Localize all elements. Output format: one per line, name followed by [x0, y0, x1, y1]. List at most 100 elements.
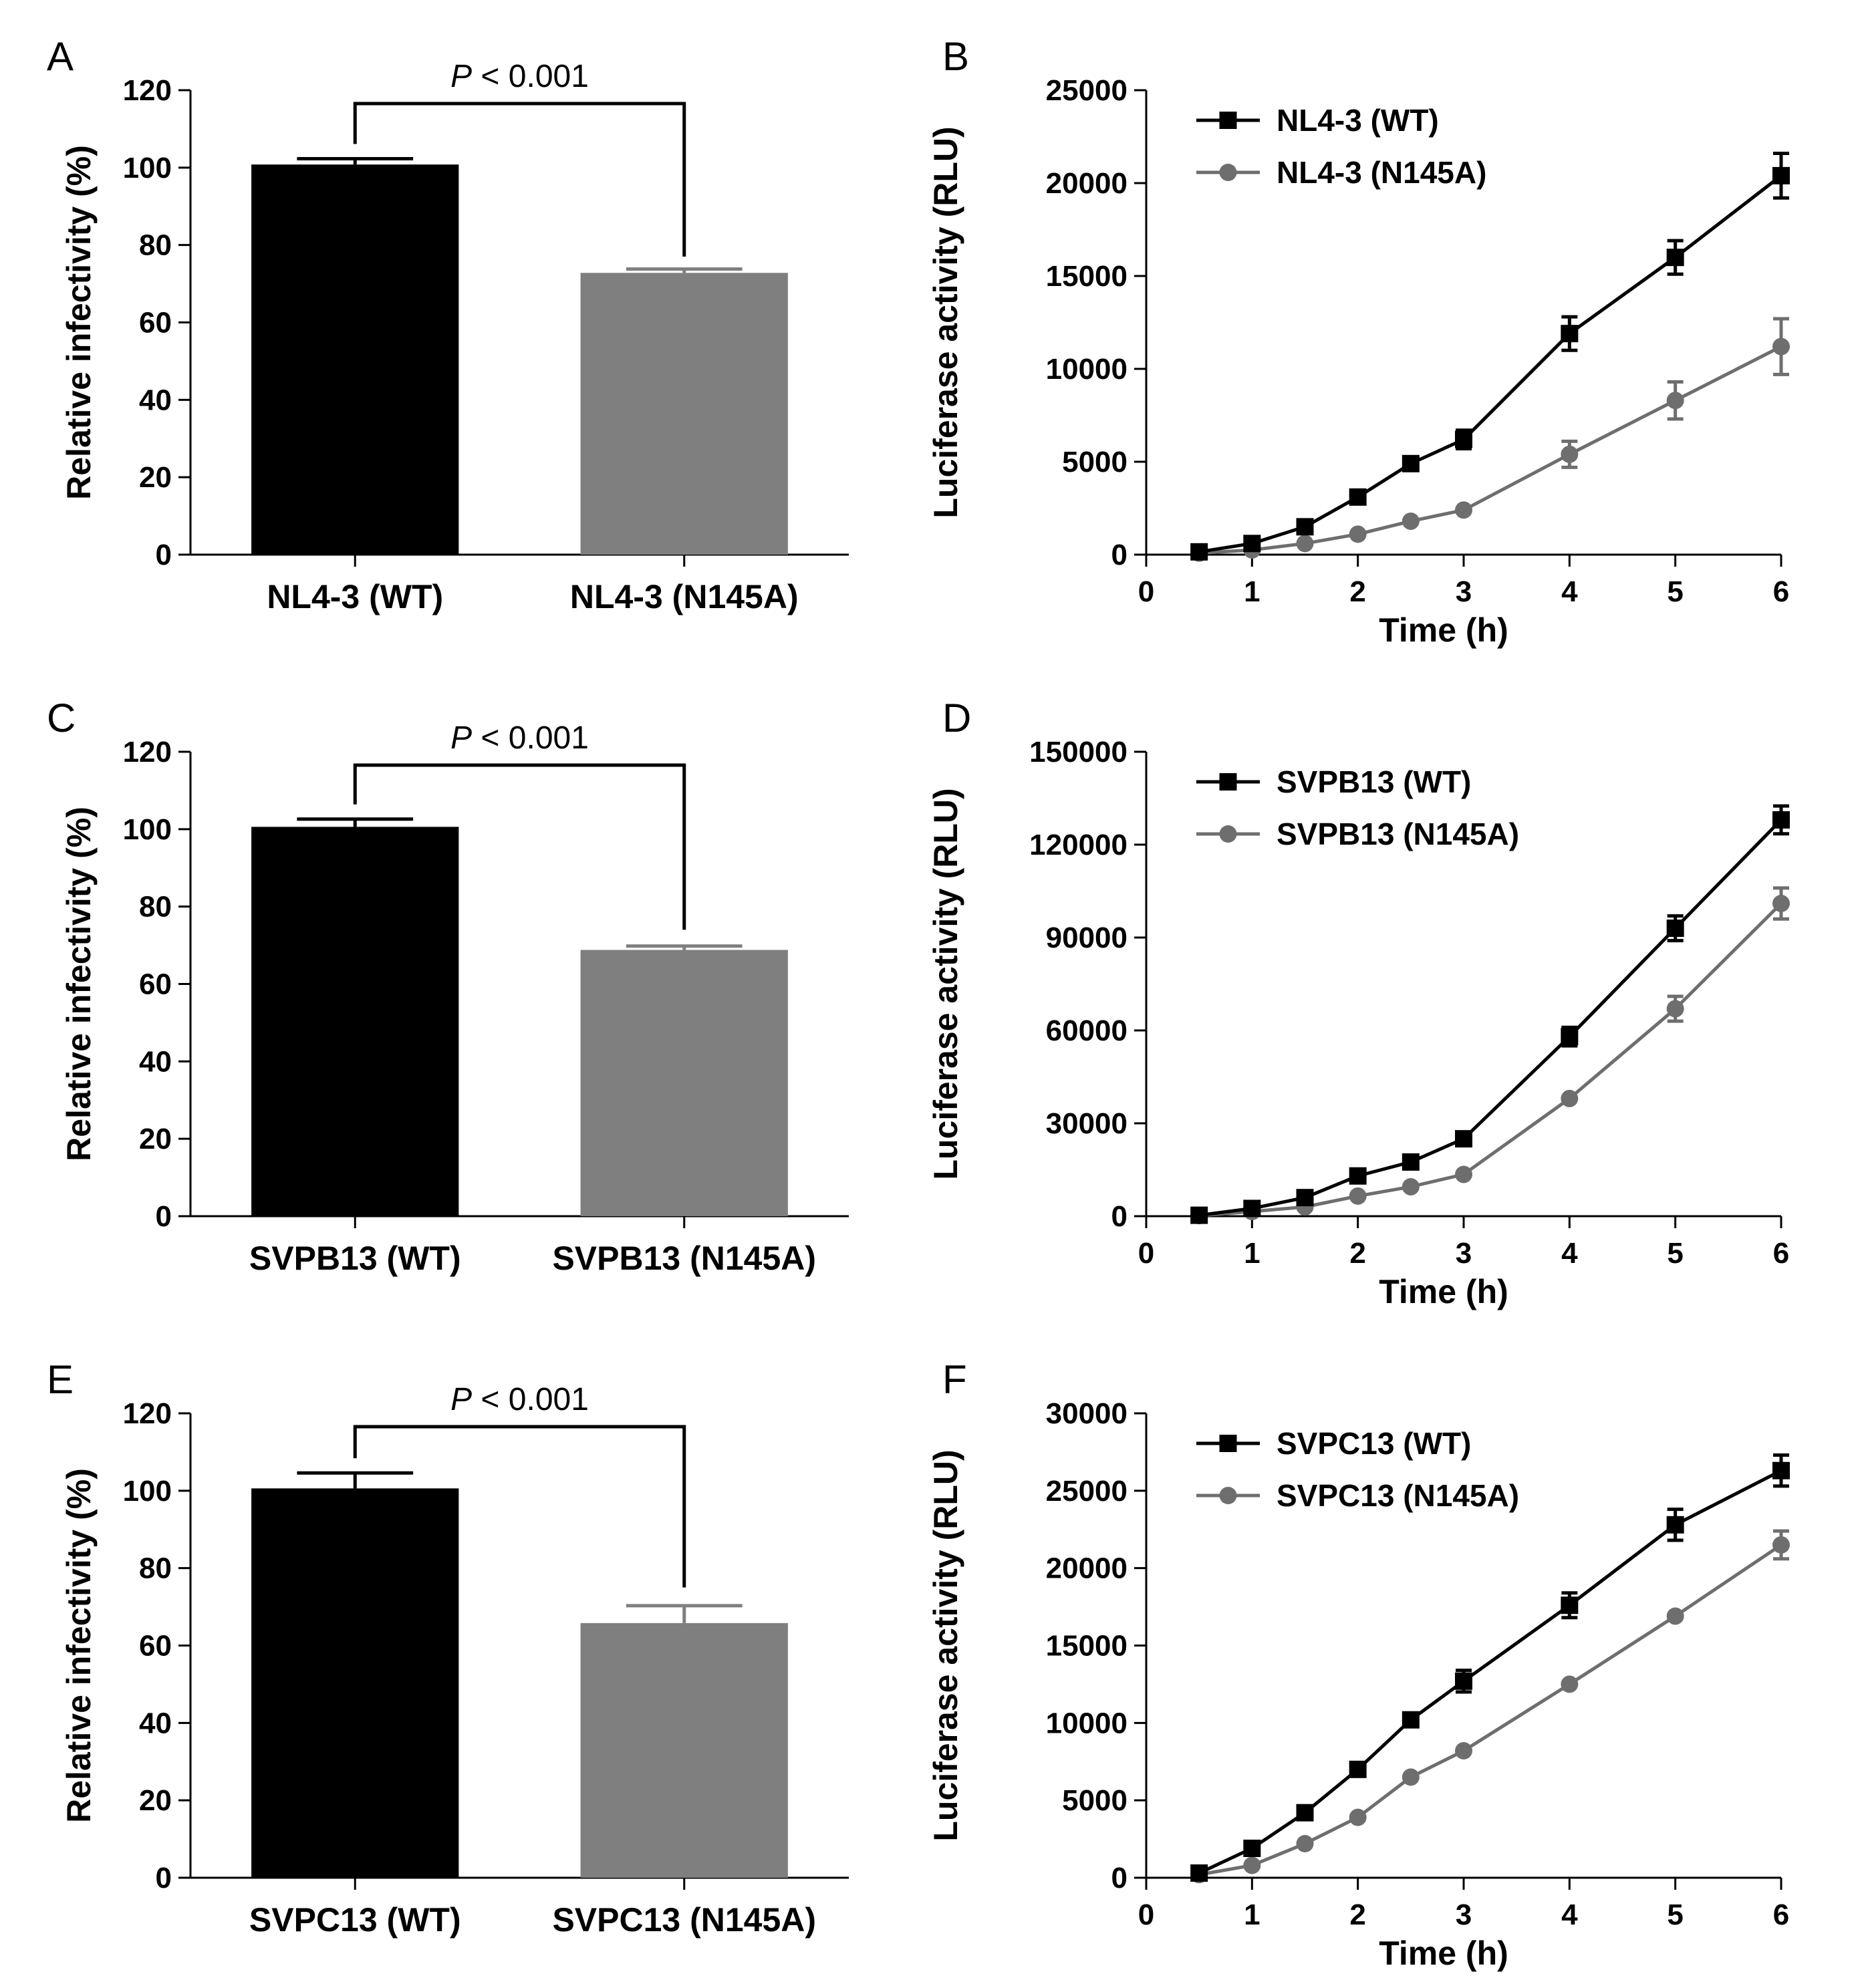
x-tick-label: 1	[1244, 1237, 1260, 1270]
y-tick-label: 30000	[1046, 1107, 1127, 1140]
legend-marker-circle	[1219, 1487, 1237, 1504]
panel-a-bar-chart: A 0 20 40 60 80 100 120 Relative infectivity (%)…	[47, 34, 849, 615]
x-tick-label: 4	[1561, 1237, 1578, 1270]
x-category-label: SVPC13 (WT)	[249, 1901, 461, 1939]
data-point-square	[1666, 919, 1684, 938]
data-point-square	[1561, 325, 1579, 343]
data-point-square	[1296, 1804, 1314, 1822]
panel-e-bar-chart: E 0 20 40 60 80 100 120 Relative infectivity (%)…	[47, 1357, 849, 1939]
x-axis-title: Time (h)	[1379, 1935, 1508, 1972]
y-tick-label: 40	[139, 1707, 172, 1739]
p-value-text: < 0.001	[472, 1382, 589, 1417]
panel-letter: B	[942, 34, 969, 79]
data-point-square	[1296, 518, 1314, 536]
series-line-nl4-3-n145a	[1199, 345, 1782, 555]
data-point-square	[1666, 1516, 1684, 1534]
y-tick-label: 10000	[1046, 1707, 1127, 1739]
data-point-square	[1561, 1596, 1579, 1614]
data-point-square	[1402, 454, 1420, 472]
x-tick-label: 3	[1456, 1237, 1472, 1270]
data-point-square	[1772, 811, 1790, 829]
data-point-circle	[1772, 1536, 1790, 1554]
y-tick-label: 25000	[1046, 74, 1127, 107]
legend-marker-circle	[1219, 164, 1237, 181]
y-tick-label: 90000	[1046, 921, 1127, 954]
x-tick-label: 0	[1138, 1898, 1154, 1931]
y-tick-label: 20000	[1046, 167, 1127, 200]
bar-svpb13-wt	[251, 827, 459, 1216]
x-tick-label: 0	[1138, 1237, 1154, 1270]
data-point-circle	[1349, 1808, 1367, 1826]
bar-svpb13-n145a	[580, 950, 788, 1216]
data-point-square	[1455, 430, 1472, 448]
panel-d-line-chart: D 0 30000 60000 90000 120000 150000 Luciferase …	[929, 696, 1790, 1310]
y-tick-label: 80	[139, 1552, 172, 1585]
y-axis-title: Luciferase activity (RLU)	[929, 788, 964, 1179]
legend-label: SVPB13 (N145A)	[1277, 817, 1519, 851]
panel-letter: A	[47, 34, 74, 79]
data-point-circle	[1561, 1675, 1579, 1693]
data-point-square	[1349, 1760, 1367, 1778]
legend-marker-square	[1219, 773, 1237, 791]
x-tick-label: 5	[1667, 575, 1683, 608]
y-tick-label: 150000	[1029, 736, 1127, 768]
significance-bracket	[353, 102, 686, 257]
data-point-circle	[1296, 1835, 1314, 1853]
y-tick-label: 5000	[1062, 446, 1127, 478]
legend-label: SVPB13 (WT)	[1277, 764, 1471, 799]
y-tick-label: 10000	[1046, 353, 1127, 386]
x-tick-label: 3	[1456, 575, 1472, 608]
data-point-square	[1402, 1153, 1420, 1171]
y-tick-label: 60	[139, 1630, 172, 1663]
bar-svpc13-wt	[251, 1488, 459, 1878]
y-tick-label: 100	[123, 152, 172, 184]
y-tick-label: 60	[139, 968, 172, 1001]
legend-marker-circle	[1219, 825, 1237, 843]
y-tick-label: 60000	[1046, 1014, 1127, 1047]
y-tick-label: 120	[123, 1397, 172, 1430]
data-point-circle	[1772, 337, 1790, 356]
data-point-square	[1402, 1711, 1420, 1729]
data-point-square	[1190, 543, 1208, 561]
y-tick-label: 80	[139, 229, 172, 262]
bar-nl4-3-wt	[251, 164, 459, 555]
x-tick-label: 2	[1349, 575, 1365, 608]
legend-label: NL4-3 (WT)	[1277, 103, 1439, 138]
data-point-square	[1455, 1672, 1472, 1690]
data-point-square	[1561, 1028, 1579, 1046]
x-category-label: SVPB13 (N145A)	[552, 1240, 816, 1277]
panel-letter: C	[47, 696, 76, 740]
x-tick-label: 0	[1138, 575, 1154, 608]
y-tick-label: 0	[156, 1200, 172, 1233]
x-tick-label: 5	[1667, 1898, 1683, 1931]
data-point-circle	[1455, 1742, 1472, 1760]
data-point-circle	[1402, 1768, 1420, 1786]
y-tick-label: 30000	[1046, 1397, 1127, 1430]
significance-bracket	[353, 1425, 686, 1588]
p-value-label: P < 0.001	[450, 720, 589, 756]
y-tick-label: 60	[139, 307, 172, 339]
data-point-square	[1772, 1461, 1790, 1479]
y-axis-title: Relative infectivity (%)	[60, 145, 98, 500]
data-point-square	[1666, 249, 1684, 267]
y-tick-label: 20	[139, 1784, 172, 1817]
x-tick-label: 6	[1773, 575, 1789, 608]
data-point-square	[1349, 488, 1367, 506]
p-value-label: P < 0.001	[450, 59, 589, 94]
x-category-label: SVPB13 (WT)	[249, 1240, 461, 1277]
x-tick-label: 3	[1456, 1898, 1472, 1931]
p-value-symbol: P	[450, 720, 472, 756]
panel-c-bar-chart: C 0 20 40 60 80 100 120 Relative infectivity (%)…	[47, 696, 849, 1277]
data-point-square	[1190, 1206, 1208, 1224]
y-tick-label: 20	[139, 461, 172, 494]
data-point-circle	[1455, 501, 1472, 519]
data-point-square	[1455, 1130, 1472, 1148]
y-tick-label: 40	[139, 384, 172, 416]
legend-marker-square	[1219, 112, 1237, 129]
y-tick-label: 0	[1111, 1862, 1127, 1894]
x-tick-label: 1	[1244, 575, 1260, 608]
data-point-circle	[1666, 1000, 1684, 1018]
x-tick-label: 2	[1349, 1237, 1365, 1270]
data-point-circle	[1349, 525, 1367, 543]
